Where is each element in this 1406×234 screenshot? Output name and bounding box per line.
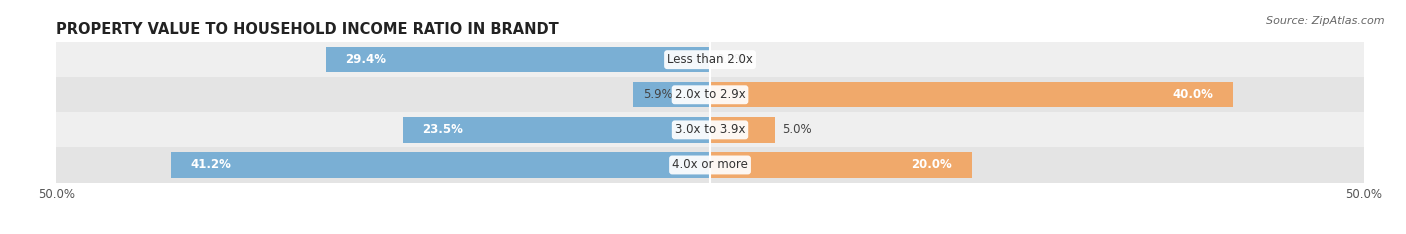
- Text: 3.0x to 3.9x: 3.0x to 3.9x: [675, 123, 745, 136]
- Bar: [402, 117, 710, 143]
- Text: Source: ZipAtlas.com: Source: ZipAtlas.com: [1267, 16, 1385, 26]
- Bar: [633, 82, 710, 107]
- Bar: [172, 152, 710, 178]
- Text: PROPERTY VALUE TO HOUSEHOLD INCOME RATIO IN BRANDT: PROPERTY VALUE TO HOUSEHOLD INCOME RATIO…: [56, 22, 560, 37]
- Bar: [56, 147, 1364, 183]
- Bar: [710, 117, 776, 143]
- Bar: [56, 77, 1364, 112]
- Bar: [56, 112, 1364, 147]
- Text: 5.9%: 5.9%: [644, 88, 673, 101]
- Text: 5.0%: 5.0%: [782, 123, 811, 136]
- Bar: [710, 82, 1233, 107]
- Text: 0.0%: 0.0%: [717, 53, 747, 66]
- Text: 23.5%: 23.5%: [422, 123, 463, 136]
- Text: 20.0%: 20.0%: [911, 158, 952, 172]
- Text: Less than 2.0x: Less than 2.0x: [666, 53, 754, 66]
- Text: 2.0x to 2.9x: 2.0x to 2.9x: [675, 88, 745, 101]
- Bar: [710, 152, 972, 178]
- Text: 41.2%: 41.2%: [191, 158, 232, 172]
- Text: 40.0%: 40.0%: [1173, 88, 1213, 101]
- Bar: [326, 47, 710, 72]
- Bar: [56, 42, 1364, 77]
- Text: 29.4%: 29.4%: [346, 53, 387, 66]
- Text: 4.0x or more: 4.0x or more: [672, 158, 748, 172]
